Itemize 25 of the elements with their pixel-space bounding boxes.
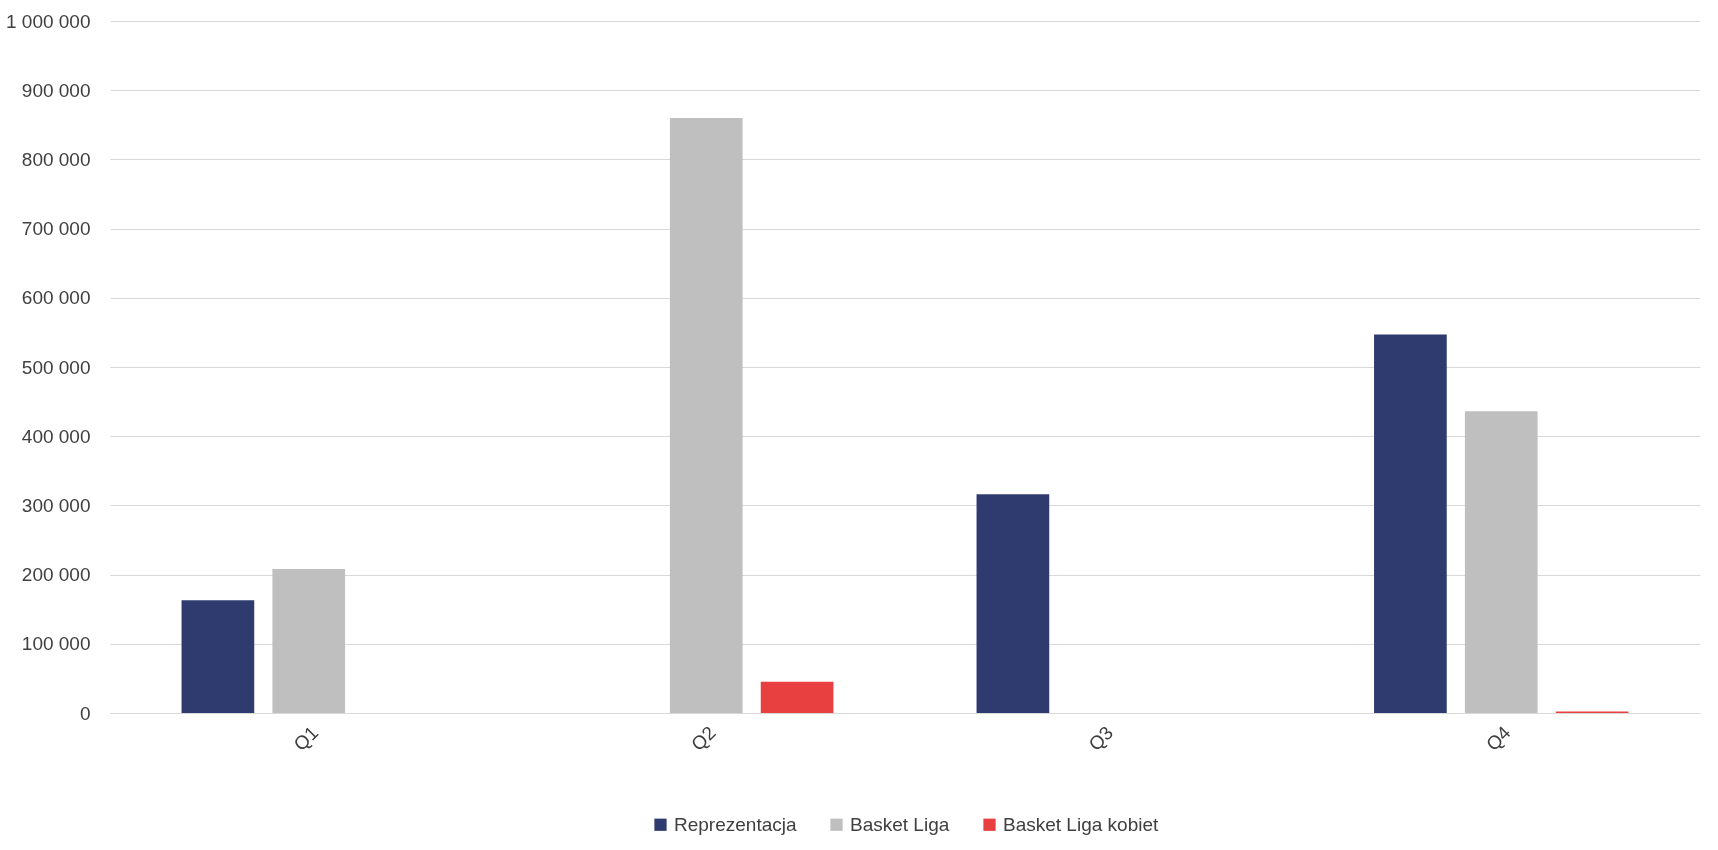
bar [1464, 411, 1538, 713]
y-tick-label: 800 000 [21, 148, 91, 170]
bar [1374, 334, 1447, 713]
legend-label: Basket Liga [850, 813, 950, 835]
y-tick-label: 100 000 [21, 633, 91, 655]
y-tick-label: 700 000 [21, 218, 91, 240]
y-tick-label: 500 000 [21, 356, 91, 378]
legend-label: Reprezentacja [674, 813, 797, 835]
bar [181, 600, 255, 713]
x-tick-label: Q4 [1481, 721, 1515, 755]
y-tick-label: 1 000 000 [5, 10, 91, 32]
bar [272, 569, 346, 713]
y-tick-label: 400 000 [21, 425, 91, 447]
bar [760, 681, 834, 713]
x-tick-label: Q2 [686, 722, 720, 755]
y-tick-label: 0 [79, 702, 91, 724]
y-tick-label: 200 000 [21, 564, 91, 586]
y-tick-label: 600 000 [21, 287, 91, 309]
bar [976, 494, 1050, 713]
x-tick-label: Q1 [289, 722, 323, 755]
y-tick-label: 900 000 [21, 79, 91, 101]
bar [669, 117, 743, 713]
legend-label: Basket Liga kobiet [1003, 813, 1159, 835]
x-tick-label: Q3 [1084, 722, 1118, 755]
y-tick-label: 300 000 [21, 494, 91, 516]
